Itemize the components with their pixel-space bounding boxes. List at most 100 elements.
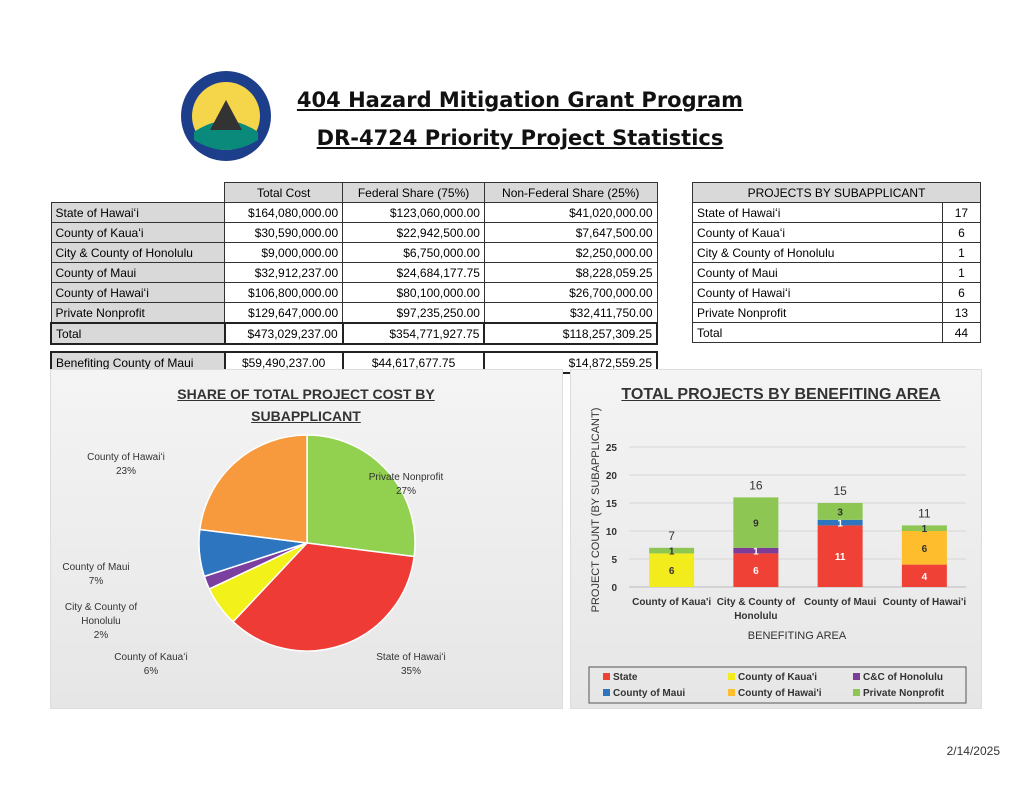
bar-total-label: 7 <box>668 529 675 543</box>
bar-chart-panel: TOTAL PROJECTS BY BENEFITING AREA 0 5 10 15… <box>570 369 982 709</box>
cell: $164,080,000.00 <box>224 202 344 223</box>
cell: 17 <box>941 202 982 223</box>
bar-segment <box>817 519 863 526</box>
legend-label: Private Nonprofit <box>863 688 945 699</box>
bar-data-label: 1 <box>753 547 759 558</box>
table-row: City & County of Honolulu 1 <box>692 242 982 263</box>
bar-data-label: 6 <box>753 566 759 577</box>
cell: $118,257,309.25 <box>483 322 658 345</box>
cell: $9,000,000.00 <box>224 242 344 263</box>
bar-total-label: 16 <box>749 478 763 492</box>
y-tick-label: 25 <box>606 443 618 454</box>
pie-slice-label: County of Kauaʻi 6% <box>114 651 187 677</box>
pie-slice <box>199 434 308 544</box>
bar-segment <box>649 553 695 587</box>
cell: $80,100,000.00 <box>342 282 485 303</box>
legend <box>588 666 967 704</box>
y-tick-label: 20 <box>606 471 618 482</box>
row-label: Private Nonprofit <box>692 302 943 323</box>
bar-segment <box>649 547 695 554</box>
cell: $24,684,177.75 <box>342 262 485 283</box>
bar-data-label: 11 <box>835 552 846 563</box>
table-row: County of Kauaʻi 6 <box>692 222 982 243</box>
bar-total-label: 11 <box>918 506 931 520</box>
x-tick-label: County of Kaua'i <box>632 597 711 608</box>
table-row: County of Hawaiʻi 6 <box>692 282 982 303</box>
row-label: State of Hawaiʻi <box>50 202 226 223</box>
table-row: Total 44 <box>692 322 982 343</box>
row-label: Private Nonprofit <box>50 302 226 324</box>
title-line-2: DR-4724 Priority Project Statistics <box>316 126 724 150</box>
cell: $2,250,000.00 <box>483 242 658 263</box>
cell: $123,060,000.00 <box>342 202 485 223</box>
bar-data-label: 4 <box>922 572 928 583</box>
legend-swatch <box>728 689 735 696</box>
pie-slice-label: County of Hawaiʻi 23% <box>87 451 165 477</box>
cost-table: Total Cost Federal Share (75%) Non-Federal… <box>50 182 658 374</box>
column-header: Non-Federal Share (25%) <box>483 182 658 203</box>
table-row: County of Hawaiʻi $106,800,000.00 $80,100,… <box>50 282 658 303</box>
cell: $44,617,677.75 <box>341 351 486 374</box>
bar-data-label: 3 <box>837 507 843 518</box>
x-tick-label: City & County of Honolulu <box>717 597 796 622</box>
cell: 1 <box>941 242 982 263</box>
legend-label: C&C of Honolulu <box>863 672 943 683</box>
row-label: City & County of Honolulu <box>50 242 226 263</box>
y-tick-label: 15 <box>606 499 618 510</box>
cell: $97,235,250.00 <box>342 302 485 324</box>
legend-label: State <box>613 672 638 683</box>
bar-segment <box>901 525 947 531</box>
cell: $129,647,000.00 <box>224 302 344 324</box>
bar-segment <box>901 564 947 587</box>
cell: 44 <box>941 322 982 343</box>
cell: 6 <box>941 282 982 303</box>
title-line-1: 404 Hazard Mitigation Grant Program <box>296 88 744 112</box>
row-label: County of Hawaiʻi <box>50 282 226 303</box>
row-label: City & County of Honolulu <box>692 242 943 263</box>
row-label: Benefiting County of Maui <box>50 351 226 374</box>
maui-row: Benefiting County of Maui $59,490,237.00 $… <box>50 351 658 374</box>
cell: $7,647,500.00 <box>483 222 658 243</box>
bar-data-label: 6 <box>922 544 928 555</box>
pie-chart: Private Nonprofit 27% State of Hawaiʻi 35% C… <box>62 434 446 677</box>
bar-total-label: 15 <box>833 484 847 498</box>
row-label: County of Maui <box>692 262 943 283</box>
legend-swatch <box>728 673 735 680</box>
cell: 13 <box>941 302 982 323</box>
bar-segment <box>901 531 947 565</box>
bar-chart-title: TOTAL PROJECTS BY BENEFITING AREA <box>621 386 941 403</box>
projects-header: PROJECTS BY SUBAPPLICANT <box>692 182 981 203</box>
bar-segment <box>733 553 779 587</box>
legend-label: County of Maui <box>613 688 685 699</box>
pie-slice <box>232 542 415 652</box>
cell: 1 <box>941 262 982 283</box>
bar-data-label: 1 <box>837 519 843 530</box>
bar-data-label: 9 <box>753 519 759 530</box>
bar-data-label: 6 <box>669 566 675 577</box>
bar-data-label: 1 <box>669 547 675 558</box>
legend-swatch <box>603 689 610 696</box>
cell: 6 <box>941 222 982 243</box>
footer-date: 2/14/2025 <box>946 744 1000 758</box>
cell: $41,020,000.00 <box>483 202 658 223</box>
legend-label: County of Hawai'i <box>738 688 822 699</box>
table-row: County of Kauaʻi $30,590,000.00 $22,942,50… <box>50 222 658 243</box>
x-tick-label: County of Maui <box>804 597 876 608</box>
projects-table: PROJECTS BY SUBAPPLICANT State of Hawaiʻi… <box>692 182 982 343</box>
legend-label: County of Kaua'i <box>738 672 817 683</box>
cell: $59,490,237.00 <box>223 351 344 374</box>
table-row: State of Hawaiʻi $164,080,000.00 $123,060,… <box>50 202 658 223</box>
row-label: County of Kauaʻi <box>692 222 943 243</box>
pie-slice-label: State of Hawaiʻi 35% <box>376 651 445 677</box>
pie-slice-label: Private Nonprofit 27% <box>369 472 444 497</box>
y-tick-label: 10 <box>606 527 618 538</box>
x-axis-label: BENEFITING AREA <box>748 630 847 642</box>
y-tick-label: 5 <box>611 555 617 566</box>
fema-logo <box>181 71 271 161</box>
table-row: City & County of Honolulu $9,000,000.00 $6… <box>50 242 658 263</box>
bar-data-label: 1 <box>922 524 928 535</box>
cell: $32,912,237.00 <box>224 262 344 283</box>
row-label: County of Kauaʻi <box>50 222 226 243</box>
row-label: County of Hawaiʻi <box>692 282 943 303</box>
